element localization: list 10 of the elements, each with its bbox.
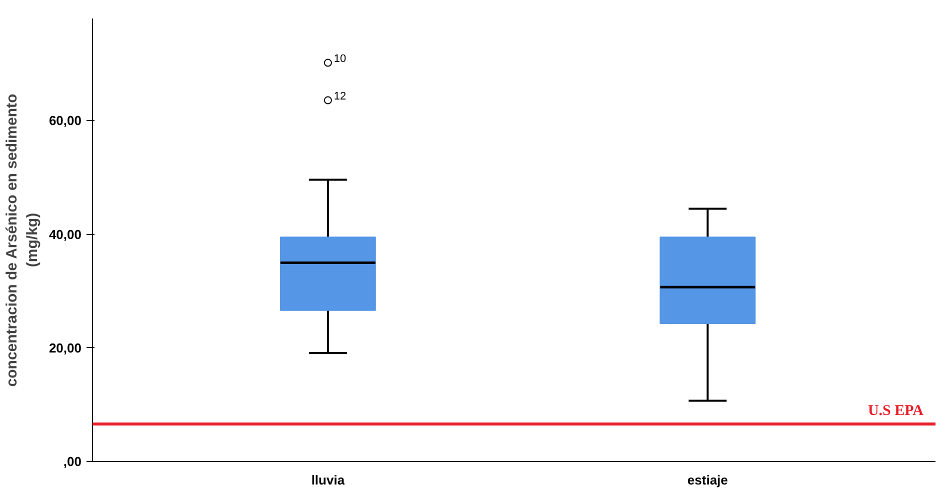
ref-line-label: U.S EPA (868, 403, 924, 420)
y-tick-label: 20,00 (48, 340, 82, 356)
y-tick-label: ,00 (63, 454, 82, 469)
y-tick-label: 40,00 (48, 226, 82, 242)
x-tick-label: lluvia (311, 472, 346, 488)
y-axis-title: concentracion de Arsénico en sedimento (mg/kg) (4, 94, 41, 387)
x-tick-label: estiaje (687, 472, 728, 488)
annotation: 12 (334, 90, 346, 102)
y-tick-label: 60,00 (48, 113, 82, 128)
annotation: 10 (334, 52, 346, 65)
